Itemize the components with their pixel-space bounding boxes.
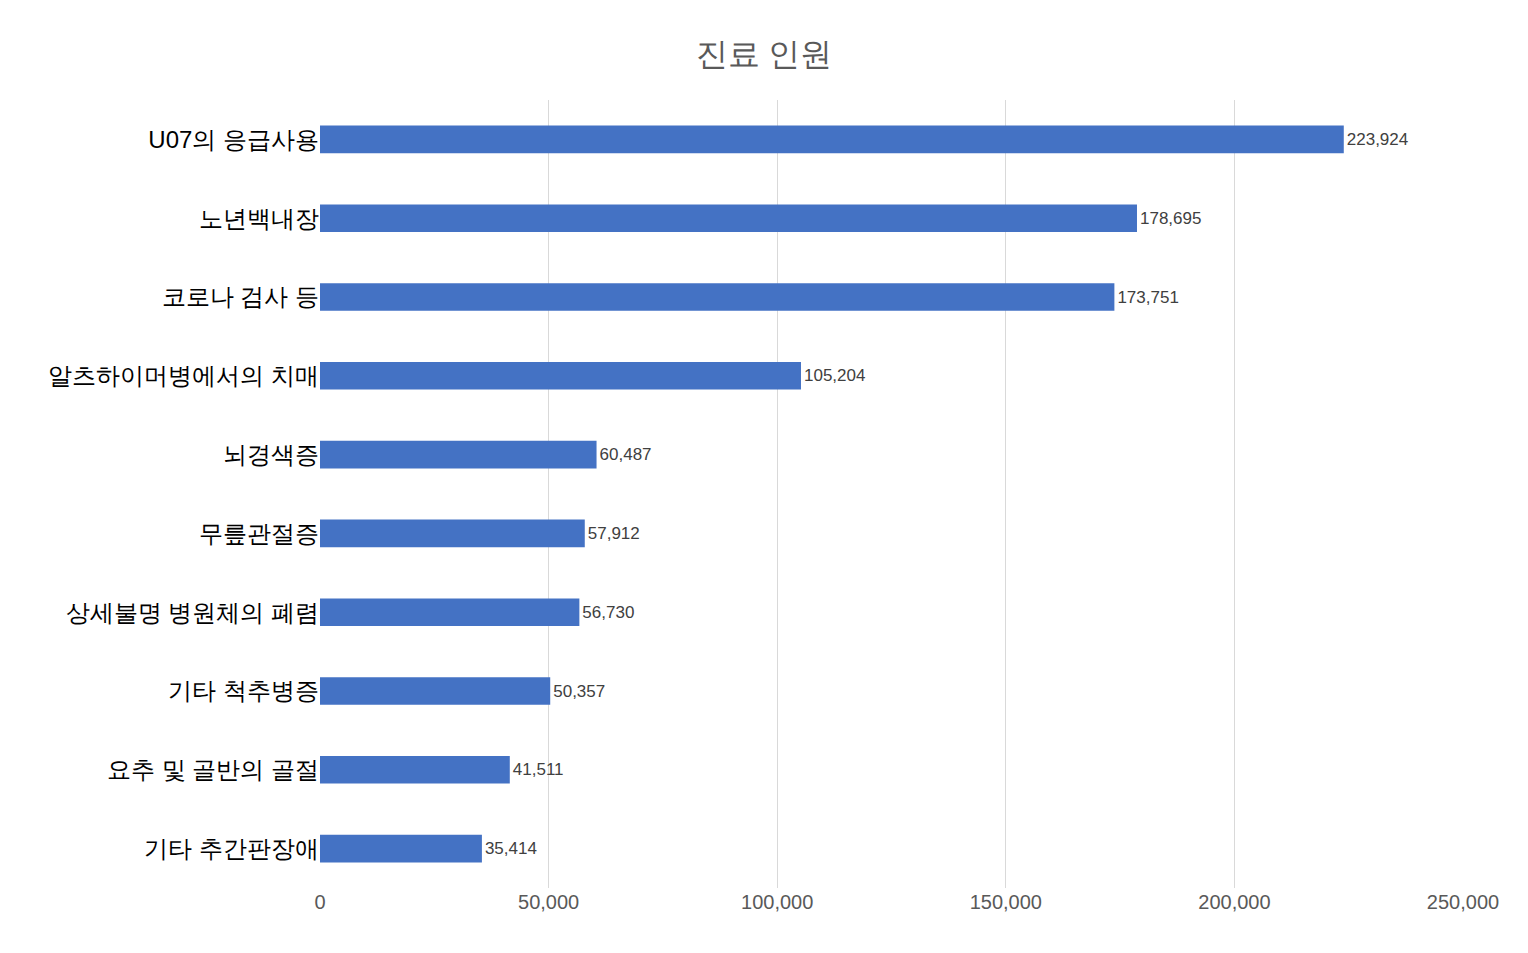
svg-text:173,751: 173,751 <box>1117 288 1178 307</box>
svg-text:50,000: 50,000 <box>518 891 579 913</box>
svg-text:178,695: 178,695 <box>1140 209 1201 228</box>
svg-text:56,730: 56,730 <box>582 603 634 622</box>
svg-text:35,414: 35,414 <box>485 839 537 858</box>
svg-text:뇌경색증: 뇌경색증 <box>223 441 319 468</box>
svg-text:41,511: 41,511 <box>513 760 564 779</box>
svg-text:250,000: 250,000 <box>1427 891 1499 913</box>
svg-text:코로나 검사 등: 코로나 검사 등 <box>162 283 319 310</box>
svg-text:200,000: 200,000 <box>1198 891 1270 913</box>
svg-text:요추 및 골반의 골절: 요추 및 골반의 골절 <box>107 756 319 783</box>
svg-text:50,357: 50,357 <box>553 682 605 701</box>
svg-text:기타 척추병증: 기타 척추병증 <box>168 677 319 704</box>
svg-text:상세불명 병원체의 폐렴: 상세불명 병원체의 폐렴 <box>66 599 319 626</box>
svg-text:60,487: 60,487 <box>600 445 652 464</box>
svg-text:진료 인원: 진료 인원 <box>696 36 833 72</box>
svg-text:노년백내장: 노년백내장 <box>199 205 319 232</box>
svg-text:223,924: 223,924 <box>1347 130 1408 149</box>
svg-text:57,912: 57,912 <box>588 524 640 543</box>
svg-text:알츠하이머병에서의 치매: 알츠하이머병에서의 치매 <box>48 362 319 389</box>
svg-text:기타 추간판장애: 기타 추간판장애 <box>144 835 319 862</box>
svg-text:105,204: 105,204 <box>804 366 865 385</box>
svg-text:무릎관절증: 무릎관절증 <box>199 520 319 547</box>
svg-text:0: 0 <box>314 891 325 913</box>
svg-text:150,000: 150,000 <box>970 891 1042 913</box>
svg-text:U07의 응급사용: U07의 응급사용 <box>148 126 319 153</box>
svg-text:100,000: 100,000 <box>741 891 813 913</box>
